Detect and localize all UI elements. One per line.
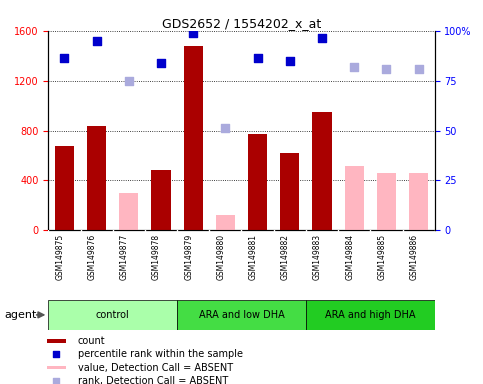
Point [318, 35, 326, 41]
Text: agent: agent [5, 310, 37, 320]
Text: GSM149878: GSM149878 [152, 234, 161, 280]
Bar [55, 146, 74, 230]
Bar [47, 339, 66, 343]
Point [125, 78, 133, 84]
Bar [184, 46, 203, 230]
Text: ARA and low DHA: ARA and low DHA [199, 310, 284, 320]
Text: value, Detection Call = ABSENT: value, Detection Call = ABSENT [78, 363, 233, 373]
Point [415, 66, 423, 73]
Text: GSM149880: GSM149880 [216, 234, 226, 280]
Text: GSM149881: GSM149881 [249, 234, 257, 280]
Bar [306, 300, 435, 330]
Point [93, 38, 100, 44]
Point [286, 58, 294, 64]
Text: GSM149882: GSM149882 [281, 234, 290, 280]
Text: GSM149875: GSM149875 [56, 234, 64, 280]
Bar [177, 300, 306, 330]
Text: control: control [96, 310, 129, 320]
Point [254, 55, 261, 61]
Point [189, 30, 197, 36]
Point [60, 55, 68, 61]
Text: GSM149876: GSM149876 [87, 234, 97, 280]
Text: count: count [78, 336, 105, 346]
Point [222, 125, 229, 131]
Point [53, 378, 60, 384]
Text: percentile rank within the sample: percentile rank within the sample [78, 349, 243, 359]
Bar [119, 193, 139, 230]
Bar [248, 134, 267, 230]
Point [157, 60, 165, 66]
Bar [151, 170, 170, 230]
Point [350, 64, 358, 70]
Text: GSM149883: GSM149883 [313, 234, 322, 280]
Text: GSM149884: GSM149884 [345, 234, 354, 280]
Bar [377, 173, 396, 230]
Bar [87, 126, 106, 230]
Bar [409, 173, 428, 230]
Bar [313, 112, 332, 230]
Text: GSM149885: GSM149885 [377, 234, 386, 280]
Bar [48, 300, 177, 330]
Text: ARA and high DHA: ARA and high DHA [325, 310, 415, 320]
Text: GSM149879: GSM149879 [184, 234, 193, 280]
Bar [344, 166, 364, 230]
Bar [216, 215, 235, 230]
Point [383, 66, 390, 73]
Bar [47, 366, 66, 369]
Text: GDS2652 / 1554202_x_at: GDS2652 / 1554202_x_at [162, 17, 321, 30]
Bar [280, 153, 299, 230]
Text: GSM149877: GSM149877 [120, 234, 129, 280]
Text: GSM149886: GSM149886 [410, 234, 419, 280]
Text: rank, Detection Call = ABSENT: rank, Detection Call = ABSENT [78, 376, 228, 384]
Point [53, 351, 60, 358]
